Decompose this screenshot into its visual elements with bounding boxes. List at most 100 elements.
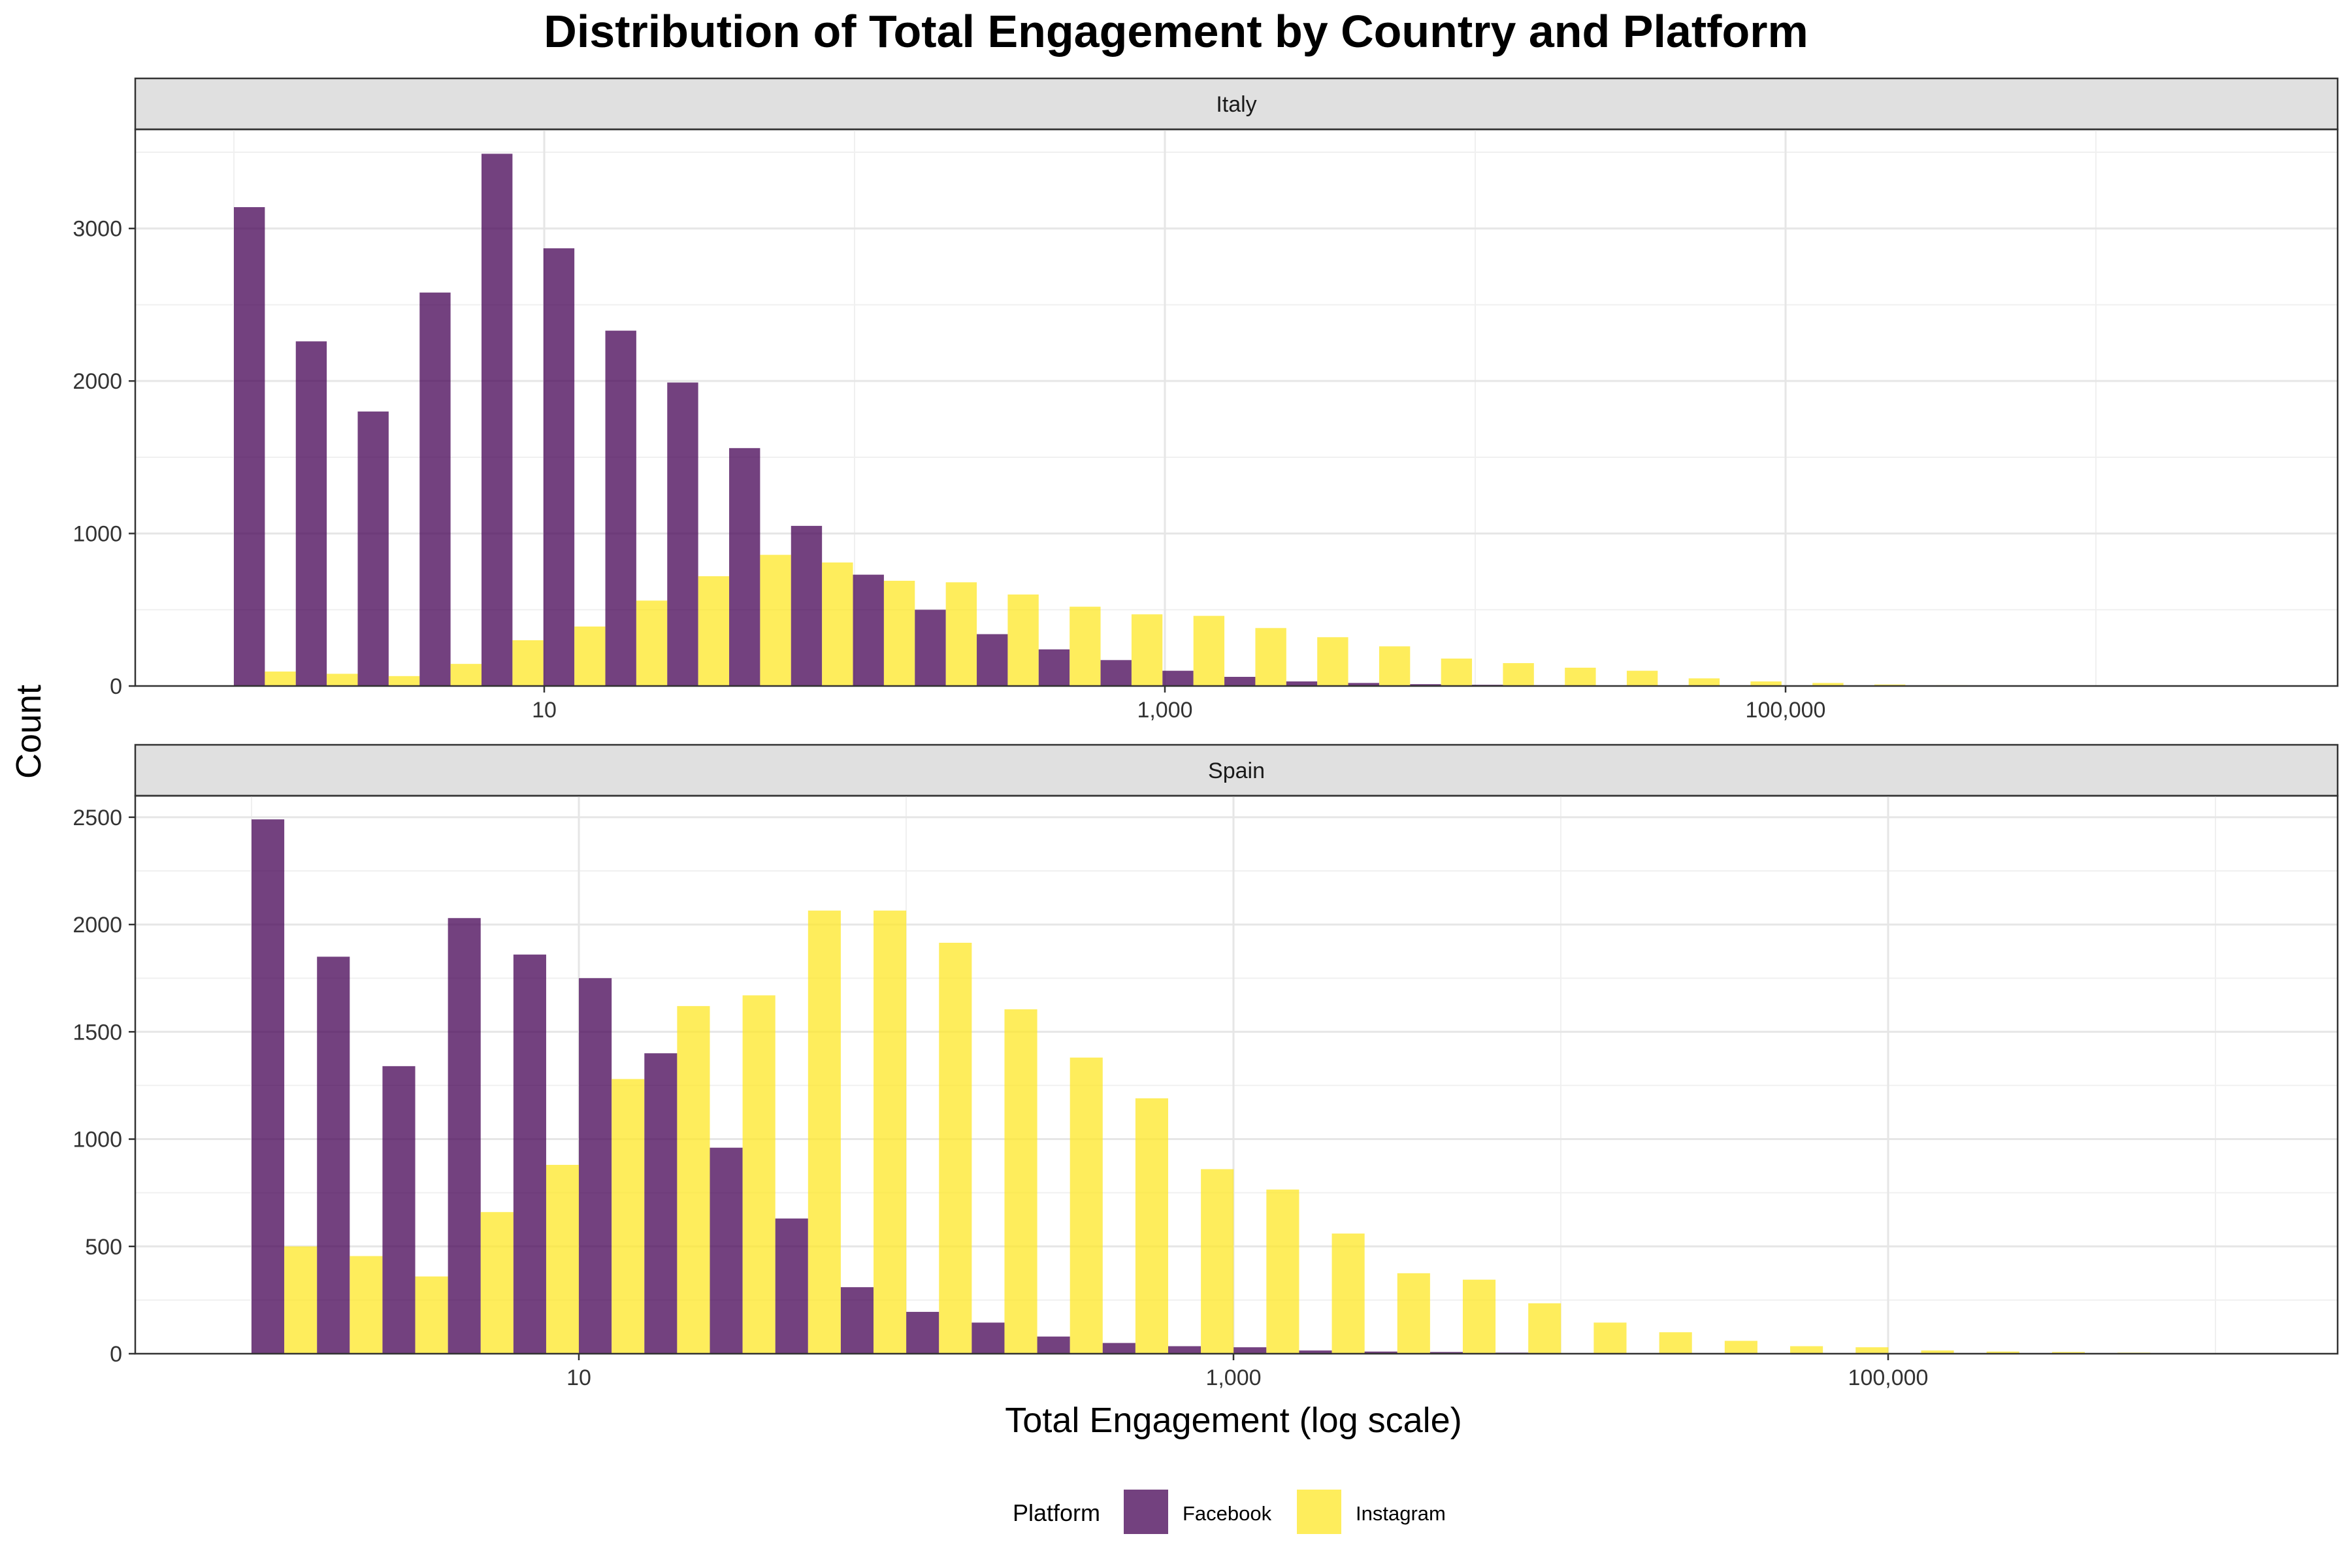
legend-label-facebook: Facebook [1183, 1502, 1272, 1525]
strip-spain [134, 743, 2339, 797]
bar-italy-instagram [1565, 667, 1596, 686]
bar-italy-facebook [853, 574, 884, 686]
bar-spain-facebook [513, 955, 546, 1354]
bar-spain-facebook [906, 1311, 939, 1354]
bar-italy-instagram [822, 562, 853, 686]
bars-spain [252, 819, 2216, 1354]
x-tick-label: 1,000 [1205, 1365, 1261, 1390]
bar-spain-facebook [382, 1066, 416, 1354]
bar-italy-instagram [1441, 658, 1473, 686]
bar-italy-instagram [1750, 681, 1782, 686]
bar-italy-facebook [1224, 676, 1256, 686]
bar-italy-facebook [605, 331, 636, 686]
bar-spain-instagram [1462, 1279, 1496, 1354]
panel-italy: Italy 0 1000 2000 3000 10 1,000 100,000 [73, 77, 2339, 723]
bar-italy-instagram [1255, 628, 1286, 686]
y-tick-label: 2000 [73, 369, 122, 394]
bar-italy-facebook [1410, 684, 1441, 686]
bar-italy-facebook [667, 382, 698, 686]
bar-italy-instagram [265, 671, 296, 686]
strip-label-spain: Spain [1208, 759, 1265, 783]
bar-italy-instagram [883, 580, 915, 686]
bar-italy-instagram [1812, 683, 1844, 686]
bar-spain-instagram [1659, 1332, 1692, 1354]
bar-italy-facebook [234, 207, 265, 686]
y-tick-label: 2500 [73, 806, 122, 830]
y-tick-label: 1000 [73, 1128, 122, 1152]
bar-italy-instagram [1131, 614, 1163, 686]
bar-spain-facebook [710, 1147, 743, 1354]
bar-italy-facebook [915, 610, 946, 686]
bar-spain-instagram [1986, 1351, 2019, 1354]
bar-italy-instagram [1193, 615, 1225, 686]
bar-italy-instagram [1626, 670, 1658, 686]
bar-spain-instagram [1790, 1346, 1823, 1354]
bar-spain-instagram [1528, 1303, 1561, 1354]
bar-italy-instagram [636, 600, 668, 686]
bar-italy-instagram [1688, 678, 1720, 686]
y-tick-label: 500 [85, 1235, 122, 1260]
legend-label-instagram: Instagram [1356, 1502, 1446, 1525]
bar-spain-facebook [840, 1287, 874, 1354]
bars-italy [234, 154, 1968, 686]
bar-spain-facebook [1102, 1343, 1135, 1354]
bar-italy-instagram [1007, 594, 1039, 686]
bar-spain-instagram [546, 1164, 580, 1354]
bar-spain-instagram [350, 1256, 383, 1354]
y-tick-label: 0 [110, 674, 122, 699]
bar-italy-facebook [419, 292, 451, 686]
bar-italy-facebook [1348, 683, 1379, 686]
x-tick-label: 100,000 [1848, 1365, 1929, 1390]
bar-italy-instagram [1503, 662, 1534, 686]
bar-italy-instagram [698, 576, 730, 686]
bar-italy-facebook [791, 525, 823, 686]
bar-italy-instagram [450, 664, 482, 686]
legend: Platform Facebook Instagram [1013, 1490, 1446, 1534]
bar-italy-facebook [977, 634, 1008, 686]
bar-spain-facebook [644, 1053, 678, 1354]
bar-italy-instagram [574, 626, 606, 686]
bar-italy-instagram [945, 582, 977, 686]
bar-italy-instagram [388, 676, 420, 686]
panel-spain: Spain 0 500 1000 1500 2000 2500 10 1,000 100,000 [73, 743, 2339, 1390]
bar-spain-instagram [1266, 1189, 1299, 1354]
bar-italy-instagram [327, 674, 358, 686]
bar-italy-instagram [1379, 646, 1411, 686]
bar-spain-instagram [1135, 1098, 1169, 1354]
x-axis-title: Total Engagement (log scale) [1005, 1401, 1462, 1440]
bar-spain-instagram [1331, 1233, 1365, 1354]
bar-spain-instagram [2051, 1352, 2085, 1354]
bar-italy-facebook [357, 411, 389, 686]
bar-spain-instagram [677, 1005, 710, 1354]
bar-italy-facebook [482, 154, 513, 686]
bar-italy-instagram [512, 640, 544, 686]
bar-spain-instagram [1921, 1350, 1954, 1354]
bar-spain-instagram [1593, 1322, 1627, 1354]
bar-spain-instagram [808, 910, 841, 1354]
bar-spain-instagram [742, 995, 776, 1354]
y-tick-label: 3000 [73, 217, 122, 242]
strip-label-italy: Italy [1216, 92, 1256, 117]
bar-spain-facebook [317, 956, 350, 1354]
bar-spain-instagram [1397, 1273, 1430, 1354]
bar-spain-facebook [1364, 1351, 1397, 1354]
bar-spain-facebook [1168, 1346, 1201, 1354]
bar-spain-instagram [1070, 1057, 1103, 1354]
y-tick-label: 2000 [73, 913, 122, 938]
bar-spain-instagram [939, 942, 972, 1354]
bar-spain-facebook [252, 819, 285, 1354]
legend-title: Platform [1013, 1499, 1100, 1526]
bar-spain-facebook [448, 918, 481, 1354]
bar-spain-instagram [480, 1212, 514, 1354]
bar-italy-facebook [1100, 660, 1132, 686]
bar-spain-facebook [775, 1218, 808, 1354]
x-tick-label: 1,000 [1137, 698, 1192, 723]
y-tick-label: 0 [110, 1342, 122, 1367]
bar-spain-facebook [1299, 1350, 1332, 1354]
bar-italy-facebook [1162, 670, 1194, 686]
x-tick-label: 100,000 [1746, 698, 1826, 723]
panel-border-spain [134, 794, 2339, 1355]
bar-spain-instagram [874, 910, 907, 1354]
bar-spain-facebook [1233, 1347, 1267, 1354]
